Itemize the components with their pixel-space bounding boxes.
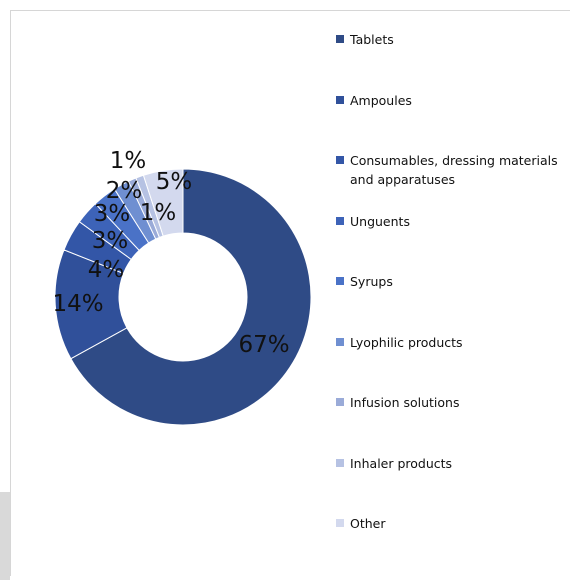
legend-label: Other: [350, 516, 386, 531]
slice-tablets: [70, 168, 312, 426]
donut-slices: [54, 168, 312, 426]
legend-label: Tablets: [350, 32, 394, 47]
legend-label: Lyophilic products: [350, 334, 463, 350]
data-label-tablets: 67%: [238, 332, 289, 358]
data-label-syrups: 3%: [94, 201, 131, 227]
slice-other: [142, 168, 184, 237]
data-label-unguents: 3%: [92, 228, 129, 254]
legend-label: Syrups: [350, 274, 393, 289]
data-labels: 67%14%4%3%3%2%1%1%5%: [52, 148, 289, 358]
legend-label: Unguents: [350, 213, 410, 229]
data-label-consumables-dressing-materials-and-apparatuses: 4%: [88, 257, 125, 283]
legend-swatch: [336, 277, 344, 285]
legend-label: Inhaler products: [350, 455, 453, 471]
legend-swatch: [336, 156, 344, 164]
legend-swatch: [336, 216, 344, 225]
legend-label: Infusion solutions: [350, 395, 460, 410]
data-label-inhaler-products: 1%: [140, 200, 177, 226]
data-label-lyophilic-products: 2%: [106, 178, 143, 204]
data-label-other: 5%: [156, 169, 193, 195]
legend-swatch: [336, 35, 344, 43]
side-strip: [0, 492, 10, 580]
legend-label: Consumables, dressing materials and appa…: [350, 153, 558, 187]
legend-label: Ampoules: [350, 92, 412, 108]
legend-swatch: [336, 337, 344, 346]
legend-swatch: [336, 398, 344, 406]
data-label-infusion-solutions: 1%: [110, 148, 147, 174]
legend-swatch: [336, 458, 344, 467]
data-label-ampoules: 14%: [52, 291, 103, 317]
legend-swatch: [336, 519, 344, 527]
legend-swatch: [336, 95, 344, 104]
